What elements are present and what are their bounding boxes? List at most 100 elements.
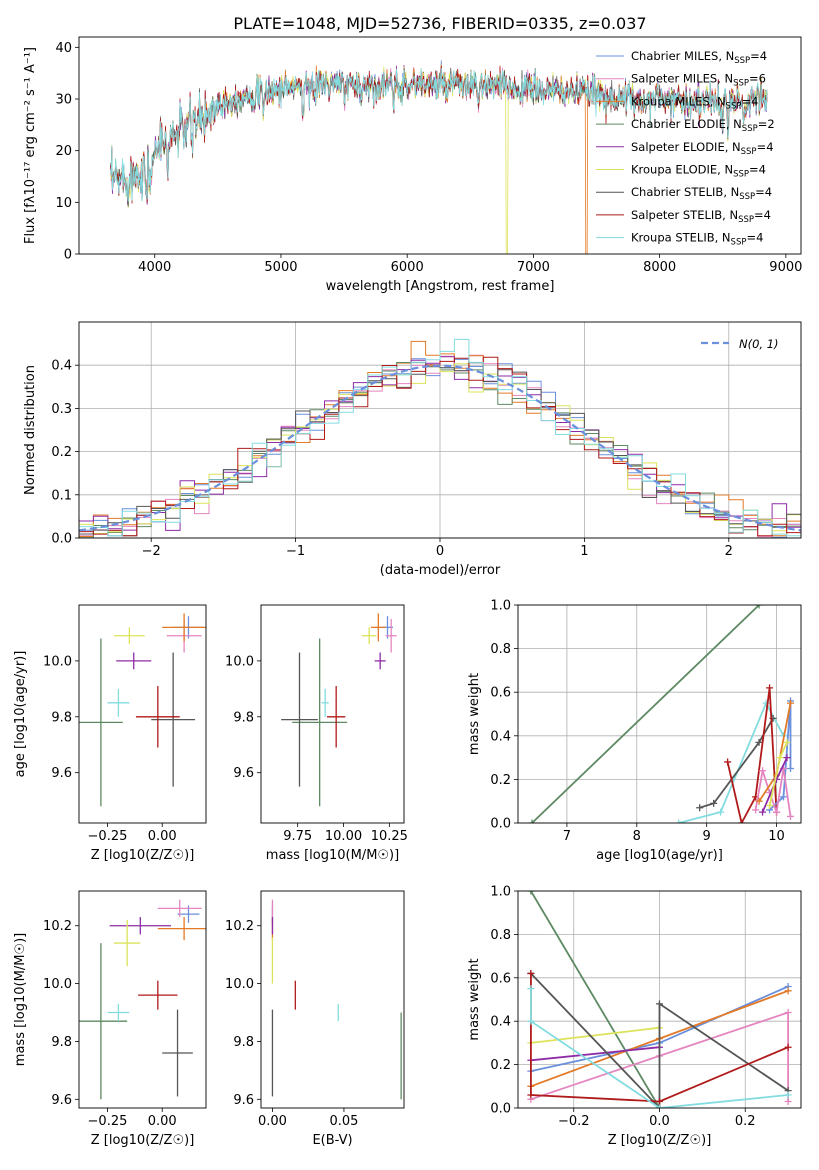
weight-point-marker <box>773 808 781 816</box>
mass_vs_Z-xtick-label: −0.25 <box>88 1114 128 1129</box>
mass_vs_ebv-ytick-label: 10.2 <box>225 919 254 934</box>
mass_vs_Z-axes: −0.25 0.00 9.6 9.8 10.0 10.2 Z [log10(Z/Z☉)] ma… <box>13 890 207 1148</box>
weight-series-line <box>530 1011 789 1102</box>
weight-point-marker <box>675 819 683 823</box>
weight-point-marker <box>710 799 718 807</box>
weight-point-marker <box>755 605 763 609</box>
weight_vs_age-xtick-label: 9 <box>703 829 711 844</box>
age_vs_mass-xtick-label: 10.00 <box>325 829 362 844</box>
mass_vs_Z-frame <box>78 890 207 1109</box>
weight_vs_age-xlabel: age [log10(age/yr)] <box>596 848 723 863</box>
residuals-ytick-label: 0.3 <box>51 402 72 417</box>
weight-point-marker <box>759 767 767 775</box>
weight-point-marker <box>656 1000 663 1008</box>
weight-point-marker <box>724 758 732 766</box>
weight-series-line <box>699 717 774 809</box>
weight-point-marker <box>787 812 795 820</box>
spectrum-xtick-label: 9000 <box>769 260 802 275</box>
weight_vs_age-ytick-label: 0.0 <box>490 817 511 832</box>
spectrum-ytick-label: 30 <box>55 93 72 108</box>
weight_vs_Z-ytick-label: 0.0 <box>490 1102 511 1117</box>
age_vs_Z-ytick-label: 10.0 <box>43 654 72 669</box>
weight-series-line <box>530 1046 660 1062</box>
residuals-ytick-label: 0.1 <box>51 488 72 503</box>
residuals-xtick-label: −1 <box>286 544 305 559</box>
weight_vs_age-axes: 7 8 9 10 0.0 0.2 0.4 0.6 0.8 1.0 age [log10(age/yr… <box>467 599 802 863</box>
residuals-ylabel: Normed distribution <box>23 365 38 495</box>
age_vs_mass-xtick-label: 10.25 <box>371 829 408 844</box>
age_vs_Z-xtick-label: −0.25 <box>88 829 128 844</box>
age_vs_mass-ytick-label: 9.6 <box>233 766 254 781</box>
weight_vs_Z-ylabel: mass weight <box>467 958 482 1040</box>
weight-series-line <box>754 768 792 817</box>
spectrum-xtick-label: 5000 <box>264 260 297 275</box>
spectrum-ylabel: Flux [fλ10⁻¹⁷ erg cm⁻² s⁻¹ A⁻¹] <box>23 47 38 244</box>
weight_vs_Z-xlabel: Z [log10(Z/Z☉)] <box>608 1133 712 1148</box>
spectrum-plot-area <box>110 60 768 254</box>
weight_vs_Z-frame <box>517 890 802 1109</box>
weight-point-marker <box>527 1091 535 1099</box>
weight-series-line <box>530 891 661 1108</box>
legend-entry-label: Salpeter ELODIE, NSSP=4 <box>631 140 774 157</box>
weight_vs_Z-ytick-label: 0.2 <box>490 1058 511 1073</box>
weight-point-marker <box>738 819 746 823</box>
weight-point-marker <box>784 1043 792 1051</box>
weight-point-marker <box>776 754 784 762</box>
spectrum-xtick-label: 6000 <box>391 260 424 275</box>
mass_vs_Z-ytick-label: 9.6 <box>51 1093 72 1108</box>
weight-point-marker <box>656 1097 663 1105</box>
weight_vs_Z-xtick-label: −0.2 <box>558 1114 590 1129</box>
age_vs_mass-plot-area <box>281 613 397 807</box>
spectrum-xtick-label: 4000 <box>138 260 171 275</box>
weight-point-marker <box>784 987 792 995</box>
weight-series-line <box>768 700 792 811</box>
weight_vs_age-frame <box>517 604 802 824</box>
weight-point-marker <box>696 804 704 812</box>
spectrum-series-line <box>110 68 768 202</box>
mass_vs_Z-xtick-label: 0.00 <box>148 1114 177 1129</box>
legend-entry-label: Kroupa ELODIE, NSSP=4 <box>631 163 766 180</box>
age_vs_Z-frame <box>78 604 207 824</box>
weight-series-line <box>530 973 789 1103</box>
mass_vs_ebv-xtick-label: 0.05 <box>329 1114 358 1129</box>
residuals-xlabel: (data-model)/error <box>380 563 501 578</box>
weight_vs_Z-ytick-label: 1.0 <box>490 885 511 900</box>
spectrum-ytick-label: 0 <box>64 248 72 263</box>
weight-point-marker <box>755 797 763 805</box>
weight-series-line <box>531 605 760 823</box>
weight-point-marker <box>528 819 536 823</box>
weight_vs_age-xtick-label: 10 <box>768 829 785 844</box>
spectrum-title: PLATE=1048, MJD=52736, FIBERID=0335, z=0… <box>233 14 646 33</box>
spectrum-xlabel: wavelength [Angstrom, rest frame] <box>326 279 555 294</box>
weight-point-marker <box>783 754 791 762</box>
residuals-xtick-label: −2 <box>142 544 161 559</box>
spectrum-ytick-label: 20 <box>55 144 72 159</box>
weight-series-line <box>530 1026 660 1044</box>
residuals-ytick-label: 0.0 <box>51 532 72 547</box>
residuals-frame <box>78 321 802 539</box>
age_vs_Z-xtick-label: 0.00 <box>148 829 177 844</box>
age_vs_mass-ytick-label: 10.0 <box>225 654 254 669</box>
weight_vs_age-ytick-label: 1.0 <box>490 599 511 614</box>
weight_vs_age-ylabel: mass weight <box>467 673 482 755</box>
weight-point-marker <box>784 1097 792 1105</box>
mass_vs_ebv-frame <box>260 890 405 1109</box>
normal-curve <box>79 364 801 532</box>
age_vs_mass-xtick-label: 9.75 <box>283 829 312 844</box>
residuals-ytick-label: 0.4 <box>51 359 72 374</box>
legend-entry-label: Chabrier STELIB, NSSP=4 <box>631 185 772 202</box>
age_vs_Z-plot-area <box>79 613 206 807</box>
spectrum-ytick-label: 10 <box>55 196 72 211</box>
weight_vs_Z-xtick-label: 0.0 <box>649 1114 670 1129</box>
age_vs_Z-ytick-label: 9.8 <box>51 710 72 725</box>
age_vs_Z-ytick-label: 9.6 <box>51 766 72 781</box>
weight_vs_Z-ytick-label: 0.4 <box>490 1015 511 1030</box>
weight_vs_Z-ytick-label: 0.8 <box>490 928 511 943</box>
weight-point-marker <box>766 802 774 810</box>
weight-point-marker <box>527 969 535 977</box>
spectrum-xtick-label: 7000 <box>517 260 550 275</box>
spectrum-axes: 4000 5000 6000 7000 8000 9000 0 10 20 30 40 wavelen… <box>23 36 802 294</box>
weight-point-marker <box>527 985 535 993</box>
residuals-xtick-label: 2 <box>725 544 733 559</box>
